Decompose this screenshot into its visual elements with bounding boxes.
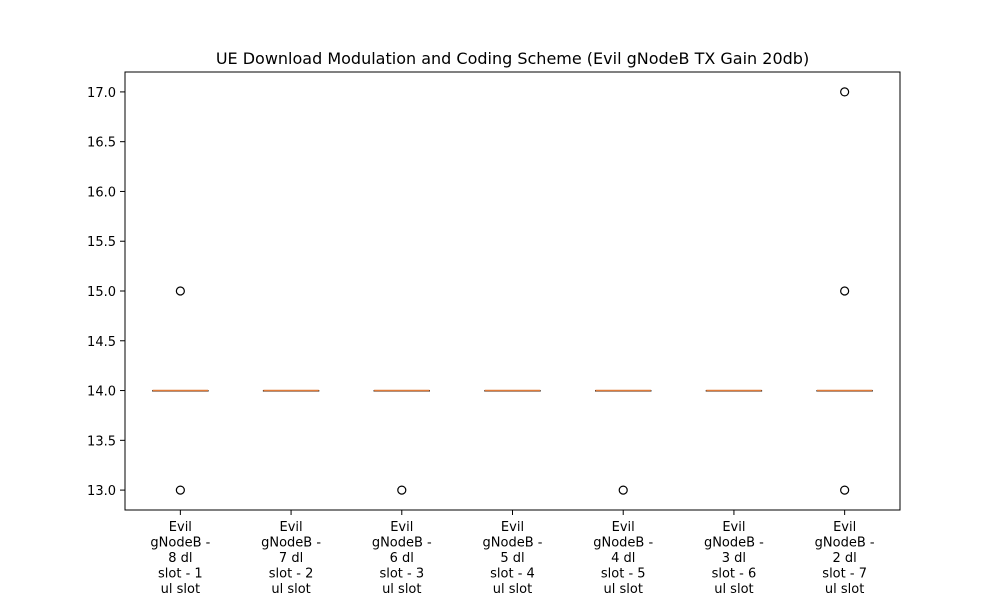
x-tick-label-line: ul slot bbox=[714, 582, 753, 597]
x-tick-label-line: gNodeB - bbox=[593, 536, 653, 551]
box-group bbox=[152, 286, 209, 495]
y-tick-label: 14.0 bbox=[87, 385, 116, 400]
x-tick-label-line: Evil bbox=[169, 520, 192, 535]
x-tick-label-line: 3 dl bbox=[722, 551, 746, 566]
y-axis: 13.0 13.5 14.0 14.5 15.0 15.5 16.0 16.5 17.0 bbox=[87, 86, 125, 499]
boxes-layer bbox=[152, 87, 873, 495]
x-tick-label-line: slot - 5 bbox=[601, 567, 646, 582]
outlier-point bbox=[175, 286, 185, 296]
x-tick-label-line: slot - 6 bbox=[712, 567, 757, 582]
x-tick-label-line: slot - 7 bbox=[822, 567, 867, 582]
outlier-point bbox=[840, 87, 850, 97]
x-tick-label-line: Evil bbox=[280, 520, 303, 535]
x-tick-label: Evil gNodeB -5 dl slot - 4 ul slot bbox=[483, 520, 543, 597]
box-group bbox=[595, 389, 652, 495]
y-tick-label: 13.0 bbox=[87, 484, 116, 499]
box-group bbox=[816, 87, 873, 495]
x-tick-label-line: ul slot bbox=[382, 582, 421, 597]
y-tick-label: 16.0 bbox=[87, 185, 116, 200]
x-tick-label-line: 5 dl bbox=[500, 551, 524, 566]
x-tick-label-line: Evil bbox=[612, 520, 635, 535]
x-tick-label-line: ul slot bbox=[825, 582, 864, 597]
x-tick-label-line: ul slot bbox=[493, 582, 532, 597]
x-tick-label: Evil gNodeB -7 dl slot - 2 ul slot bbox=[261, 520, 321, 597]
x-tick-label-line: gNodeB - bbox=[150, 536, 210, 551]
box-group bbox=[484, 389, 541, 392]
x-tick-label: Evil gNodeB -4 dl slot - 5 ul slot bbox=[593, 520, 653, 597]
x-tick-label-line: slot - 1 bbox=[158, 567, 203, 582]
x-tick-label-line: 7 dl bbox=[279, 551, 303, 566]
x-tick-label-line: Evil bbox=[390, 520, 413, 535]
outlier-point bbox=[175, 485, 185, 495]
x-tick-label-line: Evil bbox=[722, 520, 745, 535]
x-tick-label: Evil gNodeB -6 dl slot - 3 ul slot bbox=[372, 520, 432, 597]
x-tick-label-line: 6 dl bbox=[390, 551, 414, 566]
outlier-point bbox=[840, 286, 850, 296]
y-tick-label: 16.5 bbox=[87, 136, 116, 151]
x-tick-label-line: gNodeB - bbox=[704, 536, 764, 551]
x-tick-label-line: gNodeB - bbox=[261, 536, 321, 551]
y-tick-label: 13.5 bbox=[87, 434, 116, 449]
x-tick-label-line: slot - 2 bbox=[269, 567, 314, 582]
outlier-point bbox=[840, 485, 850, 495]
x-tick-label: Evil gNodeB -8 dl slot - 1 ul slot bbox=[150, 520, 210, 597]
chart-title: UE Download Modulation and Coding Scheme… bbox=[216, 49, 809, 68]
y-tick-label: 17.0 bbox=[87, 86, 116, 101]
x-tick-label-line: 8 dl bbox=[168, 551, 192, 566]
box-group bbox=[705, 389, 763, 392]
x-tick-label-line: 2 dl bbox=[833, 551, 857, 566]
x-tick-label-line: Evil bbox=[501, 520, 524, 535]
box-group bbox=[262, 389, 320, 392]
y-tick-label: 14.5 bbox=[87, 335, 116, 350]
y-tick-label: 15.5 bbox=[87, 235, 116, 250]
x-tick-label-line: 4 dl bbox=[611, 551, 635, 566]
box-group bbox=[373, 389, 430, 495]
x-tick-label-line: slot - 3 bbox=[379, 567, 424, 582]
x-tick-label-line: ul slot bbox=[604, 582, 643, 597]
x-tick-label-line: gNodeB - bbox=[483, 536, 543, 551]
x-tick-label: Evil gNodeB -3 dl slot - 6 ul slot bbox=[704, 520, 764, 597]
x-tick-label-line: gNodeB - bbox=[372, 536, 432, 551]
x-tick-label-line: Evil bbox=[833, 520, 856, 535]
plot-area-frame bbox=[124, 71, 901, 511]
x-tick-label-line: ul slot bbox=[161, 582, 200, 597]
x-tick-label-line: slot - 4 bbox=[490, 567, 535, 582]
x-tick-label-line: ul slot bbox=[271, 582, 310, 597]
outlier-point bbox=[618, 485, 628, 495]
y-tick-label: 15.0 bbox=[87, 285, 116, 300]
x-tick-label-line: gNodeB - bbox=[815, 536, 875, 551]
outlier-point bbox=[397, 485, 407, 495]
x-tick-label: Evil gNodeB -2 dl slot - 7 ul slot bbox=[815, 520, 875, 597]
